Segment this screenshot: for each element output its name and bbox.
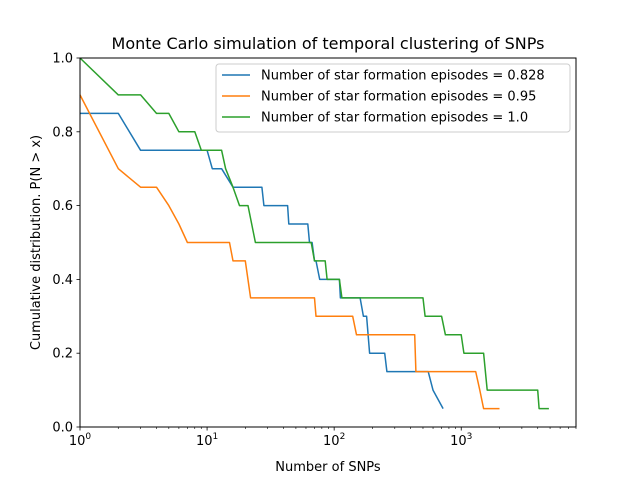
y-tick-label: 1.0 — [52, 52, 73, 67]
x-axis: 100 101 102 103 — [69, 427, 577, 449]
legend-label: Number of star formation episodes = 0.95 — [261, 90, 536, 105]
x-tick-label: 102 — [323, 432, 345, 449]
x-tick-label: 103 — [450, 432, 472, 449]
y-tick-label: 0.0 — [52, 421, 73, 436]
legend-label: Number of star formation episodes = 0.82… — [261, 69, 545, 84]
series-line-2 — [79, 94, 500, 410]
plot-frame — [79, 57, 577, 428]
series-line-3 — [79, 57, 549, 410]
chart-title: Monte Carlo simulation of temporal clust… — [112, 34, 545, 53]
y-axis-label: Cumulative distribution. P(N > x) — [29, 135, 44, 350]
x-axis-label: Number of SNPs — [275, 460, 381, 475]
y-tick-label: 0.4 — [52, 273, 73, 288]
series-line-1 — [80, 112, 444, 409]
legend-label: Number of star formation episodes = 1.0 — [261, 111, 528, 126]
y-tick-label: 0.8 — [52, 125, 73, 140]
x-tick-label: 101 — [196, 432, 218, 449]
y-tick-label: 0.6 — [52, 199, 73, 214]
legend: Number of star formation episodes = 0.82… — [215, 63, 571, 133]
legend-box — [215, 63, 571, 133]
plot-area — [79, 57, 549, 410]
y-tick-label: 0.2 — [52, 347, 73, 362]
y-axis: 0.0 0.2 0.4 0.6 0.8 1.0 — [52, 52, 80, 436]
